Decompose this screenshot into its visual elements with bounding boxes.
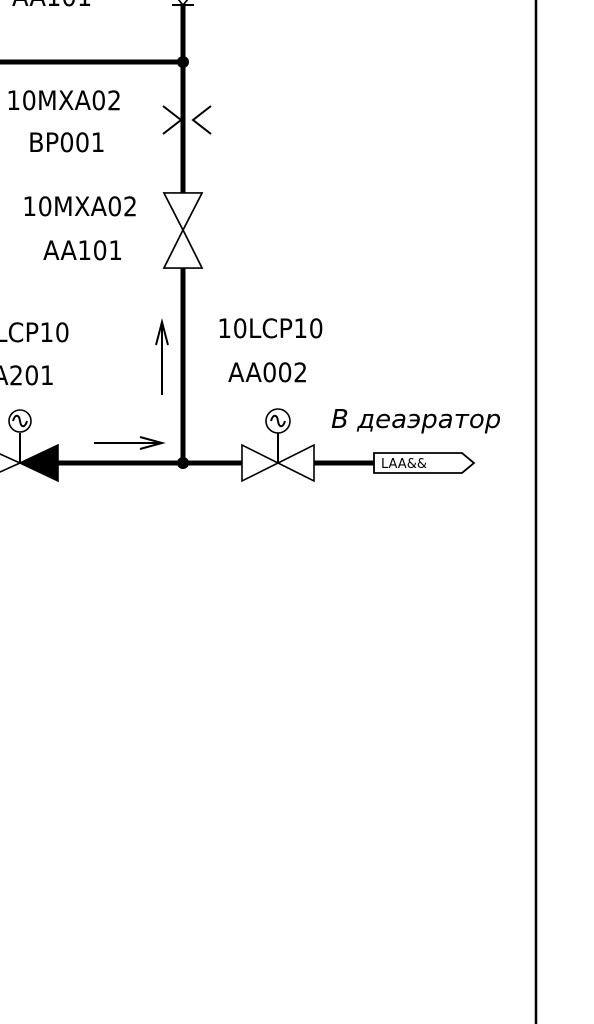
junction-top bbox=[177, 56, 189, 68]
motor-valve-left-actuator-wave bbox=[12, 414, 28, 428]
offpage-connector bbox=[373, 452, 476, 474]
drawing-frame-border bbox=[534, 0, 538, 1024]
motor-valve-left-body-b bbox=[18, 443, 59, 483]
label-orifice-tag: BP001 bbox=[28, 128, 106, 159]
motor-valve-right-body-right bbox=[276, 443, 315, 483]
motor-valve-right-actuator-wave bbox=[270, 414, 286, 428]
junction-bottom bbox=[177, 457, 189, 469]
label-upper-valve-code: 10MXA02 bbox=[22, 192, 138, 223]
orifice-symbol-left bbox=[162, 105, 183, 135]
label-right-valve-tag: AA002 bbox=[228, 358, 308, 389]
gate-valve-upper-top-half bbox=[162, 192, 204, 232]
label-left-valve-code: LCP10 bbox=[0, 318, 70, 349]
motor-valve-left-body-a bbox=[0, 453, 22, 473]
gate-valve-upper-bottom-half bbox=[162, 228, 204, 269]
valve-top-partial bbox=[177, 0, 189, 7]
label-destination: В деаэратор bbox=[331, 405, 501, 435]
orifice-symbol-right bbox=[191, 105, 212, 135]
motor-valve-right-body-left bbox=[241, 443, 280, 483]
label-top-partial: AA101 bbox=[12, 0, 92, 13]
label-orifice-code: 10MXA02 bbox=[6, 86, 122, 117]
flow-arrow-up-head bbox=[155, 318, 169, 346]
label-right-valve-code: 10LCP10 bbox=[217, 314, 324, 345]
label-left-valve-tag: A201 bbox=[0, 361, 55, 392]
offpage-connector-label: LAA&& bbox=[381, 457, 427, 472]
flow-arrow-right-head bbox=[139, 436, 166, 450]
label-upper-valve-tag: AA101 bbox=[43, 236, 123, 267]
